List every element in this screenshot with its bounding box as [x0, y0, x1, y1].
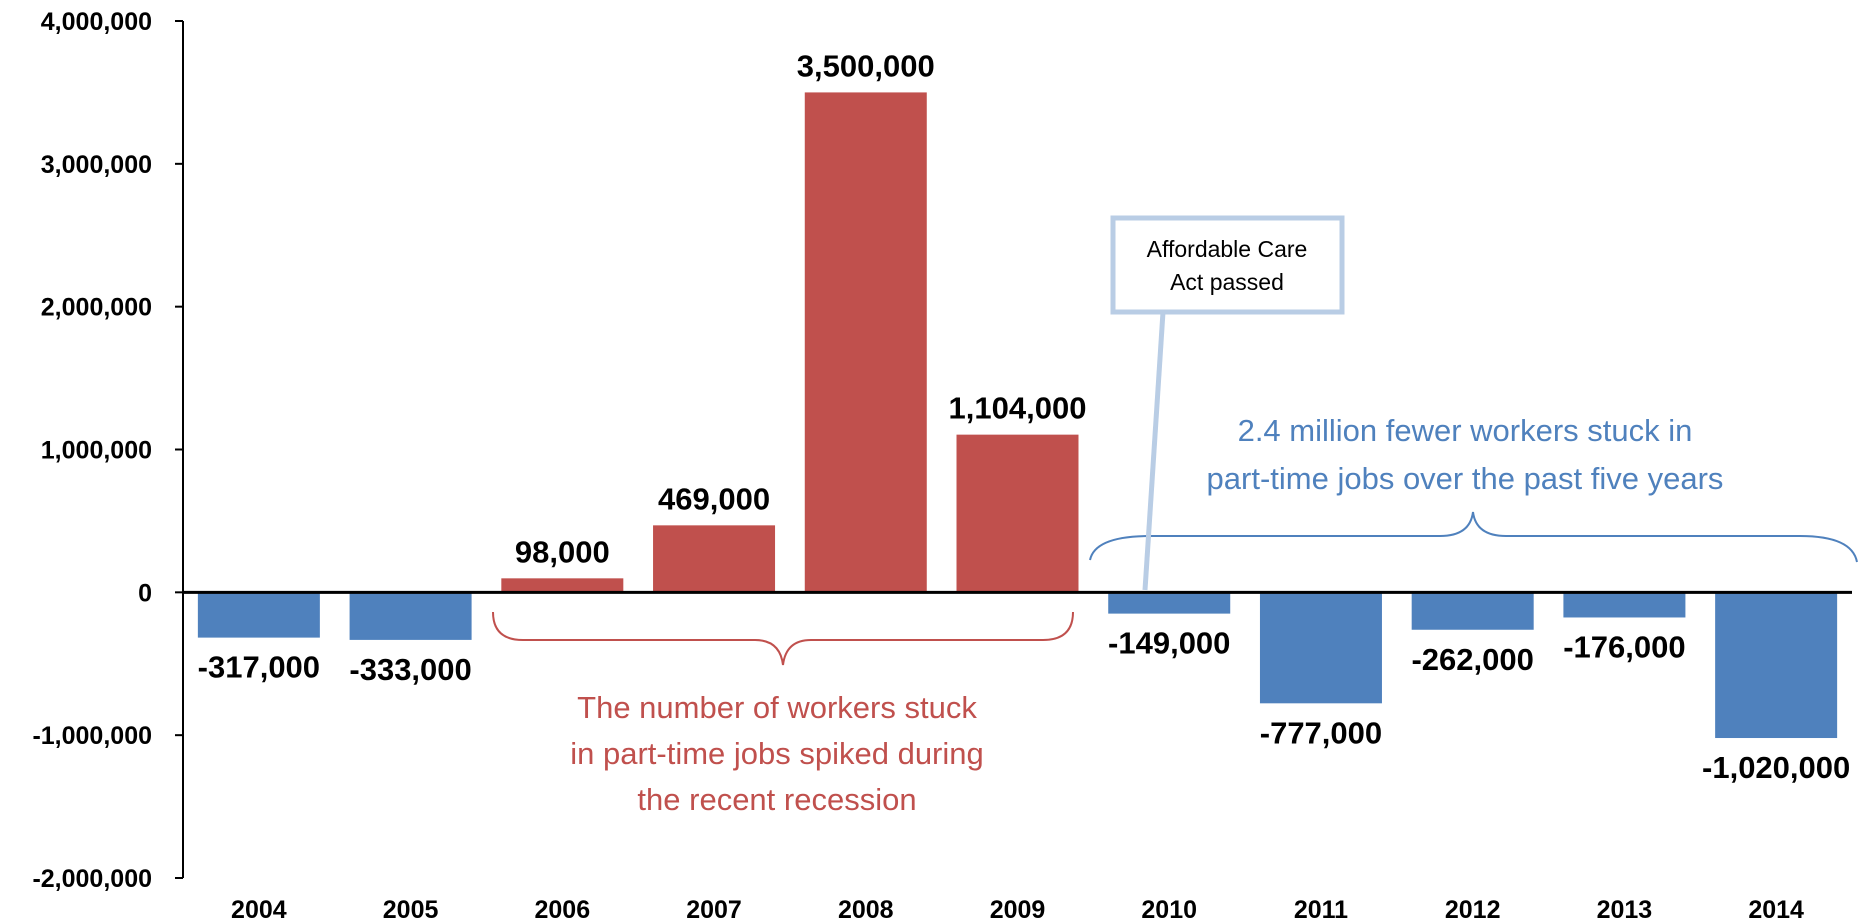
y-tick-label: 4,000,000	[41, 8, 152, 36]
data-label-2013: -176,000	[1563, 629, 1685, 664]
x-tick-label: 2010	[1141, 896, 1197, 924]
data-label-2010: -149,000	[1108, 626, 1230, 661]
data-label-2007: 469,000	[658, 481, 770, 516]
x-tick-label: 2006	[535, 896, 591, 924]
aca-callout-box	[1110, 215, 1345, 315]
bar-2007	[653, 525, 776, 593]
bar-2010	[1108, 592, 1231, 614]
bar-2014	[1715, 592, 1838, 739]
aca-callout-line-2: Act passed	[1170, 269, 1284, 295]
data-label-2005: -333,000	[349, 652, 471, 687]
recovery-brace	[1089, 511, 1858, 563]
aca-callout-pointer	[1142, 311, 1166, 591]
x-tick-label: 2014	[1748, 896, 1804, 924]
x-tick-label: 2008	[838, 896, 894, 924]
data-label-2012: -262,000	[1411, 642, 1533, 677]
bar-2013	[1563, 592, 1686, 618]
x-tick-label: 2004	[231, 896, 287, 924]
data-label-2004: -317,000	[198, 650, 320, 685]
recession-annotation-line-1: The number of workers stuck	[577, 690, 977, 725]
y-tick-label: 0	[138, 579, 152, 607]
aca-callout-line-1: Affordable Care	[1147, 236, 1308, 262]
bar-2011	[1259, 592, 1382, 704]
x-axis-ticks: 2004 2005 2006 2007 2008 2009 2010 2011 2012 2013…	[231, 896, 1804, 924]
data-label-2011: -777,000	[1260, 715, 1382, 750]
bar-2006	[501, 578, 624, 593]
recovery-annotation-line-2: part-time jobs over the past five years	[1207, 461, 1724, 496]
data-label-2006: 98,000	[515, 534, 610, 569]
bar-2012	[1411, 592, 1534, 630]
axes	[175, 20, 1852, 879]
y-tick-label: -1,000,000	[32, 722, 152, 750]
y-tick-label: -2,000,000	[32, 865, 152, 893]
x-tick-label: 2007	[686, 896, 742, 924]
y-tick-label: 2,000,000	[41, 294, 152, 322]
data-label-2014: -1,020,000	[1702, 750, 1850, 785]
x-tick-label: 2011	[1294, 896, 1348, 924]
recession-annotation-line-3: the recent recession	[637, 782, 916, 817]
x-tick-label: 2012	[1445, 896, 1501, 924]
y-tick-label: 1,000,000	[41, 437, 152, 465]
data-label-2009: 1,104,000	[949, 391, 1087, 426]
recession-annotation-line-2: in part-time jobs spiked during	[570, 736, 984, 771]
recession-brace	[492, 611, 1074, 666]
x-tick-label: 2005	[383, 896, 439, 924]
bar-2009	[956, 434, 1079, 593]
bar-2005	[349, 592, 472, 640]
x-tick-label: 2013	[1597, 896, 1653, 924]
aca-callout: Affordable Care Act passed	[1110, 215, 1345, 591]
x-tick-label: 2009	[990, 896, 1046, 924]
data-labels: -317,000 -333,000 98,000 469,000 3,500,000 1,…	[198, 48, 1851, 785]
y-axis-ticks: 4,000,000 3,000,000 2,000,000 1,000,000 0 -1,…	[32, 8, 152, 893]
data-label-2008: 3,500,000	[797, 48, 935, 83]
recovery-annotation-line-1: 2.4 million fewer workers stuck in	[1238, 413, 1693, 448]
bars	[197, 92, 1838, 739]
bar-2008	[804, 92, 927, 593]
bar-2004	[197, 592, 320, 638]
y-tick-label: 3,000,000	[41, 151, 152, 179]
